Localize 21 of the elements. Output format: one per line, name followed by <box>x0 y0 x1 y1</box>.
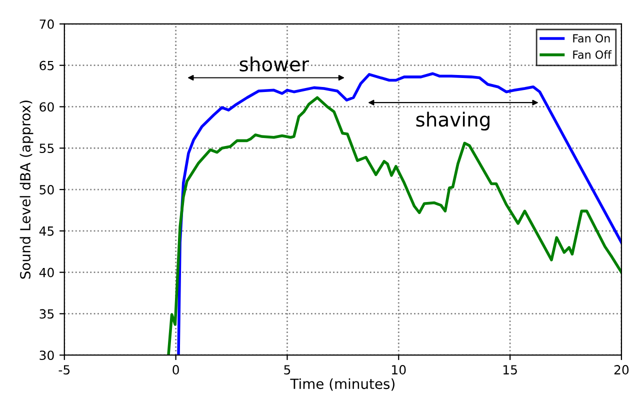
y-tick-label: 35 <box>40 309 54 319</box>
x-tick-label: 5 <box>284 365 290 375</box>
y-tick-label: 65 <box>40 60 54 70</box>
y-tick-label: 50 <box>40 184 54 194</box>
y-tick-label: 45 <box>39 226 54 236</box>
x-tick-label: 20 <box>614 365 629 375</box>
y-tick-label: 30 <box>40 350 54 360</box>
annotation: shower <box>240 56 309 72</box>
legend-label: Fan On <box>573 34 610 43</box>
x-tick-label: 10 <box>392 365 406 375</box>
y-tick-label: 55 <box>40 144 54 154</box>
x-tick-label: 15 <box>503 365 517 375</box>
y-tick-label: 70 <box>40 19 54 29</box>
x-tick-label: 0 <box>172 365 179 375</box>
annotation: shaving <box>416 112 490 131</box>
x-tick-label: -5 <box>58 365 70 375</box>
legend-label: Fan Off <box>573 50 612 59</box>
y-axis-title: Sound Level dBA (approx) <box>20 100 34 279</box>
x-axis-title: Time (minutes) <box>290 378 394 391</box>
y-tick-label: 40 <box>39 268 54 278</box>
y-tick-label: 60 <box>40 102 54 112</box>
